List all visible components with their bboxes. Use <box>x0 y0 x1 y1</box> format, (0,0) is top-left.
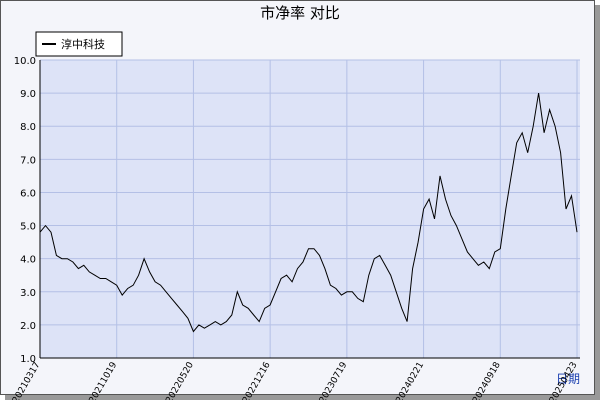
legend-label: 淳中科技 <box>61 37 105 51</box>
y-tick-label: 6.0 <box>20 188 36 199</box>
chart-title: 市净率 对比 <box>260 4 340 22</box>
y-tick-label: 2.0 <box>20 321 36 332</box>
y-tick-label: 9.0 <box>20 89 36 100</box>
y-tick-label: 7.0 <box>20 155 36 166</box>
x-axis-label: 日期 <box>556 372 580 386</box>
y-tick-label: 1.0 <box>20 354 36 365</box>
y-tick-label: 10.0 <box>14 56 36 67</box>
shadow <box>595 5 600 400</box>
y-tick-label: 8.0 <box>20 122 36 133</box>
y-tick-label: 4.0 <box>20 255 36 266</box>
shadow <box>5 395 600 400</box>
y-tick-label: 3.0 <box>20 288 36 299</box>
y-tick-label: 5.0 <box>20 222 36 233</box>
series-line <box>39 93 578 333</box>
plot-area <box>40 60 580 358</box>
